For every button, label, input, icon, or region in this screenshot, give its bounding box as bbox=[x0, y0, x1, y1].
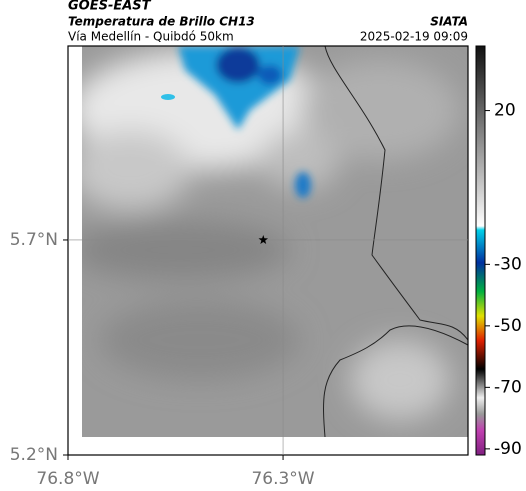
x-tick-label: 76.3°W bbox=[251, 469, 314, 489]
colorbar-tick-label: -50 bbox=[494, 316, 522, 336]
colorbar-tick-label: 20 bbox=[494, 101, 516, 121]
y-tick-label: 5.2°N bbox=[10, 445, 58, 465]
x-tick-label: 76.8°W bbox=[36, 469, 99, 489]
title: GOES-EAST bbox=[68, 0, 152, 14]
colorbar-tick-label: -90 bbox=[494, 439, 522, 459]
y-tick-label: 5.7°N bbox=[10, 230, 58, 250]
location-marker bbox=[258, 235, 268, 244]
colorbar-tick-label: -70 bbox=[494, 377, 522, 397]
source: SIATA bbox=[430, 15, 468, 29]
map-frame bbox=[67, 45, 469, 456]
region: Vía Medellín - Quibdó 50km bbox=[68, 30, 234, 44]
colorbar-tick-label: -30 bbox=[494, 254, 522, 274]
subtitle: Temperatura de Brillo CH13 bbox=[68, 15, 255, 29]
satellite-image bbox=[82, 46, 468, 437]
timestamp: 2025-02-19 09:09 bbox=[360, 30, 468, 44]
colorbar bbox=[475, 45, 486, 456]
